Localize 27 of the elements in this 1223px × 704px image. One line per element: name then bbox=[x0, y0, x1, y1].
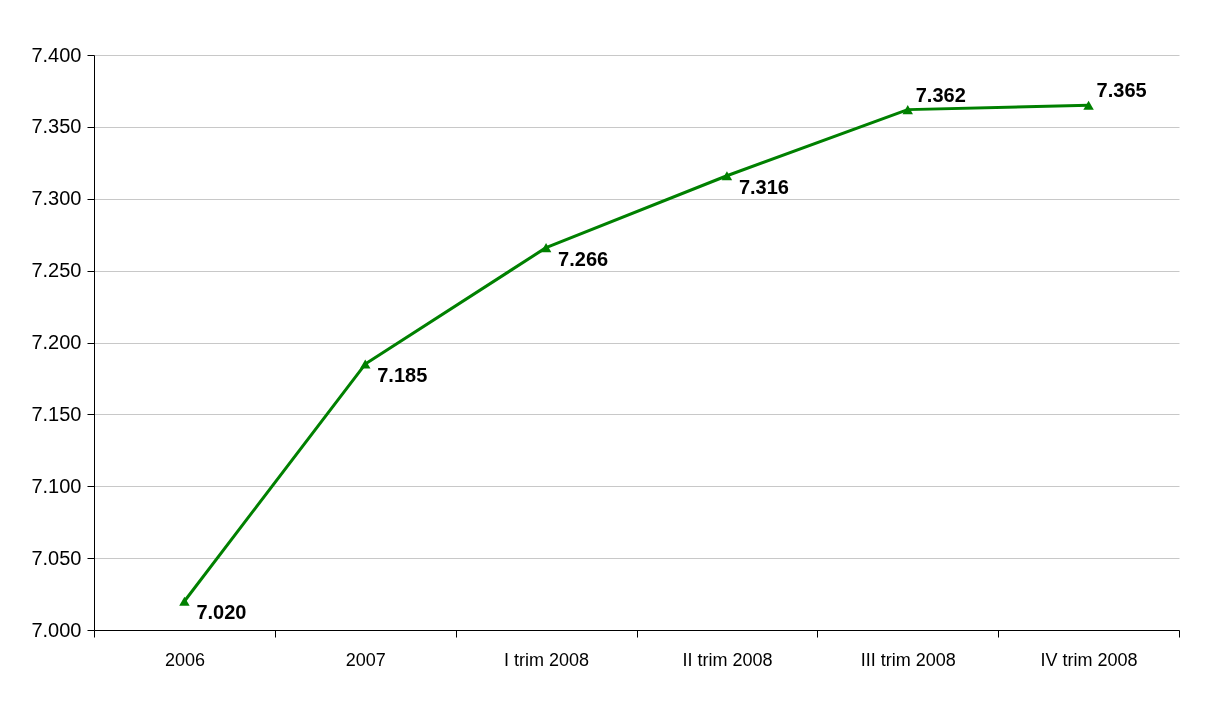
y-tick-label: 7.000 bbox=[31, 618, 82, 641]
point bbox=[360, 359, 371, 369]
y-tick-label: 7.150 bbox=[31, 402, 82, 425]
x-tick-label: III trim 2008 bbox=[860, 649, 956, 670]
data-label: 7.020 bbox=[196, 601, 247, 624]
x-tick-label: II trim 2008 bbox=[682, 649, 773, 670]
x-tick-label: 2007 bbox=[345, 649, 386, 670]
point bbox=[721, 171, 733, 181]
x-tick-label: IV trim 2008 bbox=[1040, 649, 1138, 670]
y-tick-label: 7.400 bbox=[31, 43, 82, 66]
y-tick-label: 7.200 bbox=[31, 331, 82, 353]
point bbox=[540, 243, 552, 253]
y-tick-label: 7.350 bbox=[31, 115, 82, 138]
point bbox=[902, 105, 913, 115]
x-tick-label: 2006 bbox=[164, 649, 205, 670]
point bbox=[179, 596, 190, 606]
data-label: 7.185 bbox=[377, 364, 428, 387]
data-label: 7.266 bbox=[558, 247, 609, 270]
x-tick-label: I trim 2008 bbox=[504, 649, 590, 670]
y-tick-label: 7.300 bbox=[31, 187, 82, 210]
data-label: 7.365 bbox=[1096, 79, 1147, 102]
point bbox=[1083, 100, 1094, 110]
y-tick-label: 7.050 bbox=[31, 546, 82, 569]
y-tick-label: 7.100 bbox=[31, 474, 82, 497]
y-tick-label: 7.250 bbox=[31, 259, 82, 282]
data-label: 7.316 bbox=[738, 175, 789, 198]
data-label: 7.362 bbox=[915, 83, 966, 106]
